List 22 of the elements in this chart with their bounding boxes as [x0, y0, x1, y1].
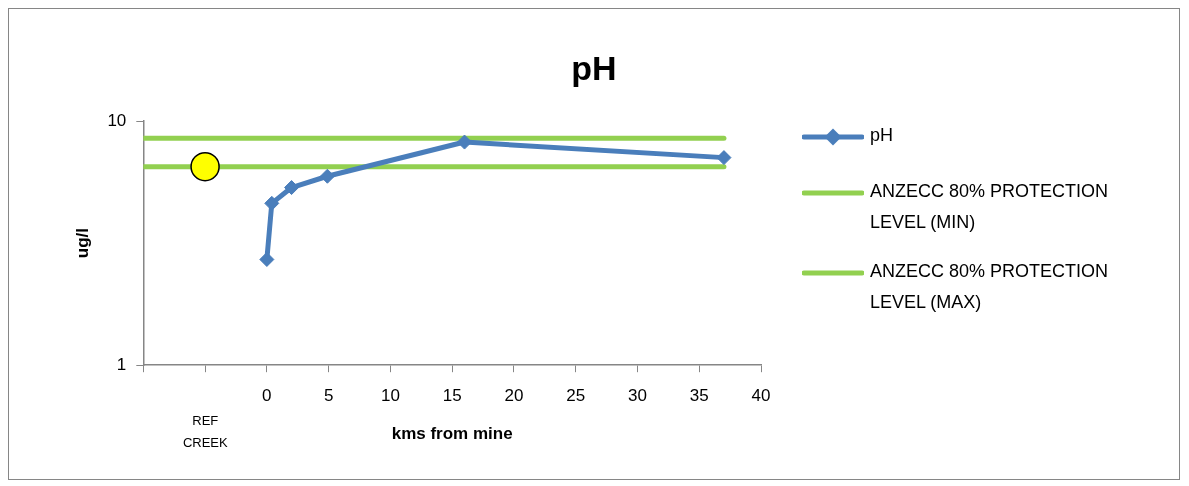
x-tick-label: 15 — [442, 386, 462, 406]
x-tick-label: 40 — [751, 386, 771, 406]
point — [716, 150, 732, 166]
x-tick-label: 35 — [689, 386, 709, 406]
point — [264, 195, 280, 211]
chart-title: pH — [570, 49, 618, 88]
point — [319, 168, 335, 184]
y-axis-title: ug/l — [72, 227, 92, 259]
text: REF CREEK — [182, 413, 229, 451]
point — [284, 180, 300, 196]
x-tick-label: 10 — [380, 386, 400, 406]
x-axis-title: kms from mine — [391, 424, 513, 444]
legend-label: ANZECC 80% PROTECTION LEVEL (MIN) — [870, 180, 1110, 234]
y-tick-label: 1 — [116, 354, 127, 374]
x-tick-label: 20 — [504, 386, 524, 406]
x-tick-label: 30 — [628, 386, 647, 406]
x-tick-label: 5 — [323, 386, 334, 406]
point — [190, 151, 220, 182]
legend-label: pH — [870, 124, 894, 147]
x-tick-label: 25 — [566, 386, 586, 406]
legend-label: ANZECC 80% PROTECTION LEVEL (MAX) — [870, 260, 1110, 314]
x-tick-label: 0 — [262, 386, 272, 406]
